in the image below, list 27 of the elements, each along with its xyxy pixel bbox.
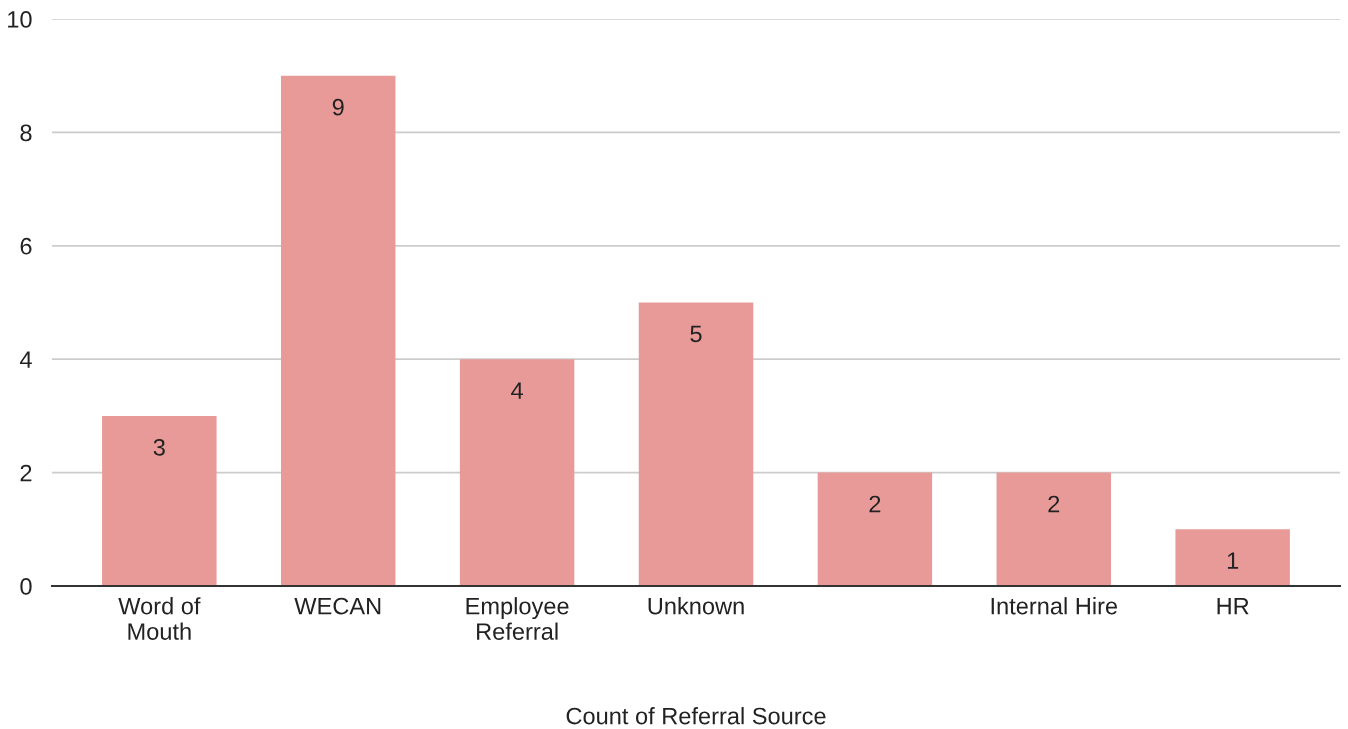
data-label: 2 bbox=[869, 495, 881, 513]
bar bbox=[996, 472, 1112, 586]
bar bbox=[459, 359, 575, 586]
bar bbox=[1175, 529, 1290, 586]
bar bbox=[638, 302, 754, 586]
x-tick-label: Word of Mouth bbox=[118, 597, 201, 640]
data-label: 9 bbox=[332, 98, 344, 116]
bar bbox=[280, 75, 396, 586]
data-label: 4 bbox=[511, 382, 523, 399]
y-tick-label: 8 bbox=[20, 124, 32, 142]
data-label: 3 bbox=[153, 438, 165, 456]
x-tick-label: Employee Referral bbox=[466, 597, 569, 640]
y-tick-label: 4 bbox=[19, 351, 32, 368]
x-tick-label: WECAN bbox=[294, 597, 381, 615]
data-label: 2 bbox=[1048, 495, 1060, 513]
data-label: 5 bbox=[690, 325, 702, 343]
y-tick-label: 0 bbox=[20, 578, 32, 595]
bar bbox=[102, 415, 217, 586]
data-label: 1 bbox=[1227, 552, 1239, 569]
bar bbox=[817, 472, 933, 586]
y-tick-label: 10 bbox=[8, 11, 32, 28]
y-tick-label: 6 bbox=[20, 237, 32, 255]
x-axis-title: Count of Referral Source bbox=[566, 707, 826, 725]
x-tick-label: Internal Hire bbox=[991, 597, 1118, 615]
x-tick-label: Unknown bbox=[648, 597, 744, 615]
x-tick-label: HR bbox=[1217, 597, 1249, 615]
y-tick-label: 2 bbox=[20, 464, 32, 482]
